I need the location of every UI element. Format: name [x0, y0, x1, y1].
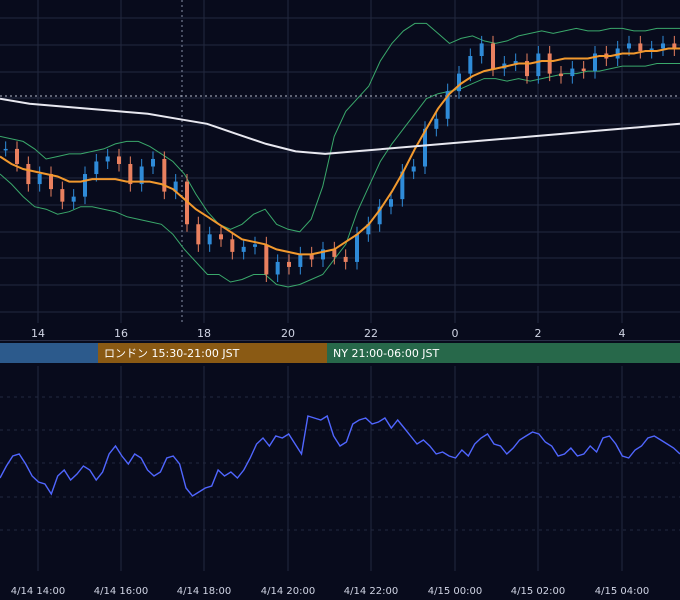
moving-average-short-line	[0, 47, 680, 256]
candle-body	[615, 48, 620, 59]
candle-body	[219, 234, 223, 240]
candle-body	[3, 148, 8, 151]
candle-body	[151, 158, 155, 167]
x-tick-label: 2	[535, 327, 542, 340]
osc-x-tick-label: 4/15 04:00	[595, 586, 649, 597]
candle-body	[411, 166, 416, 172]
candle-body	[128, 163, 133, 185]
candle-body	[581, 68, 586, 72]
candle-body	[525, 61, 529, 77]
x-tick-label: 20	[281, 327, 295, 340]
candle-body	[207, 234, 212, 245]
candle-body	[593, 53, 597, 72]
candle-body	[309, 254, 314, 260]
candle-body	[479, 43, 484, 57]
candle-body	[672, 43, 677, 49]
candle-body	[298, 254, 303, 267]
candle-body	[649, 48, 654, 51]
candle-body	[332, 249, 337, 257]
candle-body	[26, 163, 31, 185]
osc-x-tick-label: 4/15 02:00	[511, 586, 565, 597]
candle-body	[434, 118, 439, 129]
chart-divider	[0, 340, 680, 341]
candle-body	[15, 148, 19, 164]
oscillator-line	[0, 414, 680, 497]
candle-body	[366, 224, 371, 235]
candle-body	[355, 234, 359, 262]
candle-body	[287, 261, 291, 267]
candle-body	[94, 161, 99, 175]
session-tokyo	[0, 343, 98, 363]
candle-body	[105, 156, 110, 162]
candle-body	[513, 61, 518, 64]
candle-body	[377, 206, 382, 225]
candle-body	[117, 156, 121, 164]
bollinger-lower-line	[0, 63, 680, 288]
candle-body	[173, 181, 178, 192]
candle-body	[468, 56, 473, 74]
candle-body	[321, 249, 325, 260]
candle-body	[559, 73, 563, 77]
osc-x-tick-label: 4/14 20:00	[261, 586, 315, 597]
candle-body	[661, 43, 665, 49]
candle-body	[389, 199, 393, 207]
candle-body	[638, 43, 643, 51]
candle-body	[570, 68, 575, 77]
osc-x-tick-label: 4/15 00:00	[428, 586, 482, 597]
candle-body	[536, 53, 541, 77]
candle-body	[457, 73, 461, 92]
candle-body	[83, 174, 87, 197]
osc-x-tick-label: 4/14 18:00	[177, 586, 231, 597]
x-tick-label: 14	[31, 327, 45, 340]
candle-body	[343, 256, 348, 262]
candle-body	[547, 53, 552, 74]
x-tick-label: 16	[114, 327, 128, 340]
candle-body	[264, 244, 269, 275]
x-tick-label: 4	[619, 327, 626, 340]
x-tick-label: 18	[197, 327, 211, 340]
x-tick-label: 22	[364, 327, 378, 340]
candle-body	[230, 239, 235, 252]
candle-body	[196, 224, 201, 245]
candle-body	[423, 128, 427, 167]
candle-body	[491, 43, 495, 69]
candle-body	[139, 166, 144, 185]
candle-body	[185, 181, 189, 225]
session-london: ロンドン 15:30-21:00 JST	[98, 343, 327, 363]
osc-x-tick-label: 4/14 16:00	[94, 586, 148, 597]
osc-x-tick-label: 4/14 14:00	[11, 586, 65, 597]
candle-body	[400, 171, 405, 200]
price-chart[interactable]: 14 16 18 20 22 0 2 4	[0, 0, 680, 344]
bollinger-upper-line	[0, 22, 680, 233]
candle-body	[37, 174, 42, 185]
candle-body	[71, 196, 76, 202]
candle-body	[627, 43, 631, 49]
candle-body	[275, 261, 280, 275]
candle-body	[241, 246, 246, 252]
session-ny: NY 21:00-06:00 JST	[327, 343, 680, 363]
oscillator-chart[interactable]: 4/14 14:00 4/14 16:00 4/14 18:00 4/14 20:00…	[0, 366, 680, 600]
candle-body	[60, 189, 65, 202]
x-tick-label: 0	[452, 327, 459, 340]
candle-body	[49, 174, 53, 190]
candle-body	[445, 91, 450, 119]
candle-body	[162, 158, 167, 192]
moving-average-long-line	[0, 97, 680, 155]
candle-body	[253, 244, 257, 247]
osc-x-tick-label: 4/14 22:00	[344, 586, 398, 597]
